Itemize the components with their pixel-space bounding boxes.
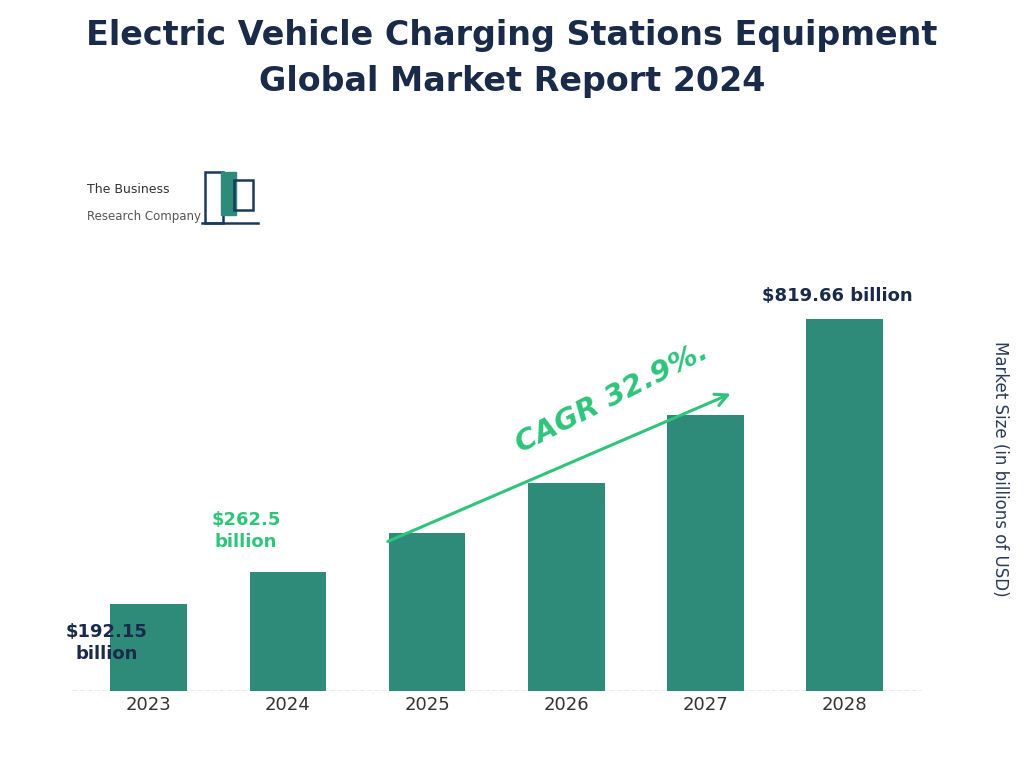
Bar <box>806 319 883 691</box>
Text: The Business: The Business <box>87 183 170 196</box>
Text: CAGR 32.9%.: CAGR 32.9%. <box>511 337 713 458</box>
Bar <box>234 180 254 210</box>
Bar <box>250 572 326 691</box>
Bar <box>205 172 223 223</box>
Text: $192.15
billion: $192.15 billion <box>66 623 147 664</box>
Text: Global Market Report 2024: Global Market Report 2024 <box>259 65 765 98</box>
Text: Market Size (in billions of USD): Market Size (in billions of USD) <box>990 341 1009 596</box>
Bar <box>528 483 604 691</box>
Bar <box>221 172 237 215</box>
Text: $262.5
billion: $262.5 billion <box>211 511 281 551</box>
Text: Electric Vehicle Charging Stations Equipment: Electric Vehicle Charging Stations Equip… <box>86 19 938 52</box>
Bar <box>111 604 187 691</box>
Text: Research Company: Research Company <box>87 210 201 223</box>
Bar <box>668 415 743 691</box>
Bar <box>389 534 465 691</box>
Text: $819.66 billion: $819.66 billion <box>763 287 913 305</box>
